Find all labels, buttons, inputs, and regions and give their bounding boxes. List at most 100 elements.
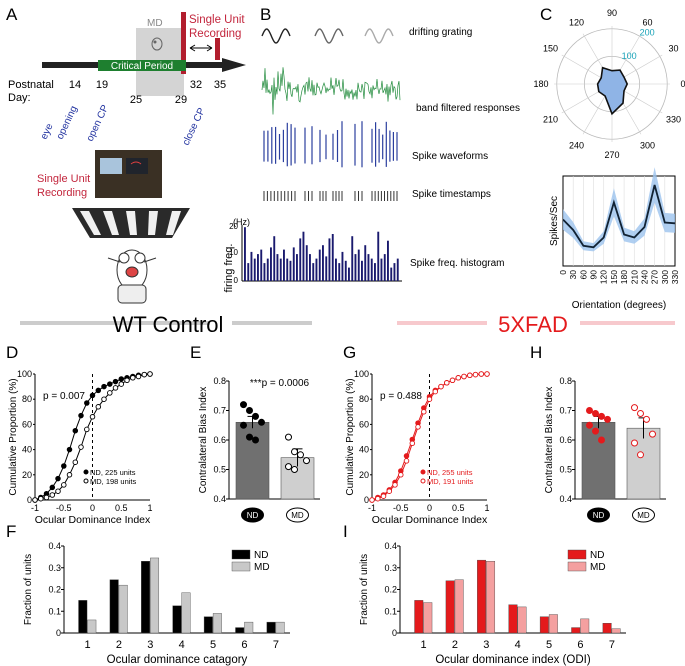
hist-bar: [335, 258, 337, 281]
cdf-point: [449, 377, 456, 384]
tuning-ylabel: Spikes/Sec: [549, 196, 560, 246]
panel-letter-a: A: [6, 5, 18, 24]
cdf-point: [112, 385, 119, 391]
cdf-point: [89, 414, 96, 420]
category-label: ND: [247, 511, 259, 520]
hist-bar: [273, 236, 276, 281]
hist-bar: [387, 240, 389, 281]
legend-swatch: [567, 561, 587, 572]
data-point: [604, 415, 611, 423]
cdf-point: [112, 378, 119, 385]
legend-label: MD, 198 units: [90, 477, 137, 486]
single-unit-recording-label-l2: Recording: [189, 28, 241, 40]
bar-nd: [539, 616, 549, 634]
x-tick: 1: [484, 503, 489, 513]
hist-tick-20: 20: [229, 222, 238, 231]
data-point: [285, 433, 292, 441]
spike-freq-histogram: [241, 225, 402, 282]
category-pill-md: [632, 507, 655, 523]
legend-label: MD: [254, 562, 270, 573]
day-19: 19: [96, 79, 108, 91]
bar-md: [118, 584, 128, 634]
polar-r-label: 100: [622, 51, 637, 61]
data-point: [631, 404, 638, 412]
cdf-point: [118, 381, 125, 387]
y-tick: 0.8: [213, 376, 226, 386]
hist-bar: [260, 249, 263, 281]
bar-md: [423, 602, 433, 634]
grating-wave: [314, 28, 344, 44]
bar-md: [611, 628, 621, 634]
cdf-point: [398, 472, 404, 478]
tuning-curve: 0 30 60 90 120 150 180 210 240 270 300 330 Orientati…: [549, 167, 680, 311]
spike-timestamps: [263, 191, 398, 201]
bar-nd: [172, 605, 182, 634]
panel-letter-c: C: [540, 5, 552, 24]
interval-arrow: [189, 44, 213, 52]
cdf-point: [386, 488, 393, 494]
bar-nd: [581, 421, 616, 500]
grating-stripe: [148, 211, 158, 235]
hist-bar: [250, 251, 253, 281]
tuning-error-band: [563, 167, 675, 252]
y-tick: 0: [56, 628, 61, 638]
polar-tuning-shape: [596, 66, 629, 116]
bar-nd: [266, 621, 276, 634]
hist-bar: [279, 258, 282, 281]
data-point: [598, 412, 605, 420]
spike-waveforms-label: Spike waveforms: [412, 151, 488, 162]
polar-angle-label: 30: [668, 44, 678, 54]
hist-bar: [390, 267, 393, 281]
hist-bar: [361, 260, 363, 281]
hist-bar: [247, 263, 250, 281]
hist-bar: [341, 251, 344, 281]
event-eye: eye: [39, 122, 56, 142]
day-29: 29: [175, 94, 187, 106]
y-tick: 0.5: [213, 465, 226, 475]
category-label: MD: [637, 511, 650, 520]
y-tick: 60: [359, 419, 369, 429]
cdf-point: [409, 440, 416, 447]
y-tick: 0: [364, 495, 369, 505]
bar-nd: [203, 616, 213, 634]
hist-bar: [393, 263, 396, 281]
bar-md: [275, 621, 285, 634]
x-tick: 3: [483, 639, 489, 651]
bar-md: [517, 606, 527, 634]
hist-bar: [283, 249, 285, 281]
data-point: [586, 407, 593, 414]
p-value: p = 0.488: [380, 391, 422, 402]
event-open-cp: open CP: [85, 103, 112, 143]
grating-wave: [261, 28, 291, 44]
y-tick: 0.7: [559, 406, 572, 416]
tuning-x-tick: 90: [589, 270, 599, 280]
x-tick: 0.5: [452, 503, 465, 513]
spike-waveforms: [263, 121, 398, 168]
hist-bar: [331, 234, 334, 281]
critical-period-bar: [98, 60, 186, 71]
cdf-point: [107, 381, 113, 387]
mouse-head-fixed: [107, 249, 157, 304]
y-tick: 80: [22, 394, 32, 404]
day-32: 32: [190, 79, 202, 91]
legend-swatch: [231, 549, 251, 560]
md-label: MD: [147, 18, 163, 29]
hist-bar: [370, 258, 373, 281]
cdf-point: [472, 371, 479, 378]
cdf-point: [426, 396, 433, 402]
cdf-point: [101, 396, 107, 402]
cdf-point: [467, 372, 473, 379]
y-tick: 100: [17, 369, 32, 379]
data-point: [240, 421, 247, 429]
y-tick: 0.2: [384, 585, 397, 595]
y-tick: 40: [359, 445, 369, 455]
x-tick: 3: [147, 639, 153, 651]
rig-label-l2: Recording: [37, 187, 87, 199]
tuning-x-tick: 180: [619, 270, 629, 284]
polar-angle-label: 180: [533, 79, 548, 89]
cdf-point: [43, 494, 50, 501]
hist-bar: [266, 258, 269, 281]
y-tick: 40: [22, 445, 32, 455]
hist-bar: [364, 245, 367, 281]
postnatal-label-l2: Day:: [8, 92, 31, 104]
